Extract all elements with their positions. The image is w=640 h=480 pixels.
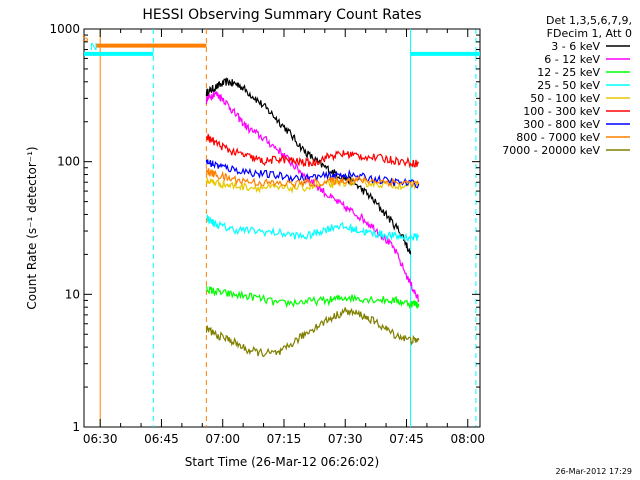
legend-entry-label: 50 - 100 keV — [530, 92, 600, 105]
x-tick-label: 07:15 — [267, 432, 302, 446]
series-line — [205, 286, 420, 310]
x-tick-label: 06:45 — [144, 432, 179, 446]
series-line — [205, 91, 420, 302]
flag-label: S — [82, 34, 88, 45]
legend-entry-label: 800 - 7000 keV — [516, 131, 600, 144]
x-tick-label: 07:30 — [328, 432, 363, 446]
footer-timestamp: 26-Mar-2012 17:29 — [555, 467, 633, 476]
plot-frame — [83, 28, 481, 428]
legend-entry-label: 6 - 12 keV — [544, 53, 600, 66]
legend-header-2: FDecim 1, Att 0 — [547, 27, 632, 40]
y-axis-label: Count Rate (s⁻¹ detector⁻¹) — [25, 146, 39, 309]
legend-entry-label: 3 - 6 keV — [551, 40, 600, 53]
series-line — [205, 168, 420, 189]
y-tick-label: 10 — [65, 287, 80, 301]
flag-label: N — [90, 42, 97, 53]
series-line — [205, 133, 420, 169]
data-layer: SN — [82, 29, 480, 427]
legend-entry-label: 100 - 300 keV — [523, 105, 600, 118]
legend-entry-label: 7000 - 20000 keV — [502, 144, 600, 157]
chart-title: HESSI Observing Summary Count Rates — [142, 7, 421, 23]
axes-layer: 06:30 06:45 07:00 07:15 07:30 07:45 08:00 1 10 10… — [49, 22, 485, 446]
legend-entry-label: 12 - 25 keV — [537, 66, 600, 79]
legend-header-1: Det 1,3,5,6,7,9, — [546, 14, 632, 27]
x-tick-label: 07:00 — [205, 432, 240, 446]
y-tick-label: 1 — [72, 420, 80, 434]
series-line — [205, 77, 412, 255]
y-tick-label: 100 — [57, 155, 80, 169]
legend-entry-label: 300 - 800 keV — [523, 118, 600, 131]
x-tick-label: 07:45 — [389, 432, 424, 446]
y-tick-label: 1000 — [49, 22, 80, 36]
series-line — [205, 307, 420, 358]
series-line — [205, 176, 420, 194]
series-line — [206, 214, 420, 243]
legend-entry-label: 25 - 50 keV — [537, 79, 600, 92]
x-axis-label: Start Time (26-Mar-12 06:26:02) — [185, 455, 379, 469]
x-tick-label: 06:30 — [83, 432, 118, 446]
x-tick-label: 08:00 — [450, 432, 485, 446]
legend: Det 1,3,5,6,7,9, FDecim 1, Att 0 3 - 6 k… — [502, 14, 632, 157]
